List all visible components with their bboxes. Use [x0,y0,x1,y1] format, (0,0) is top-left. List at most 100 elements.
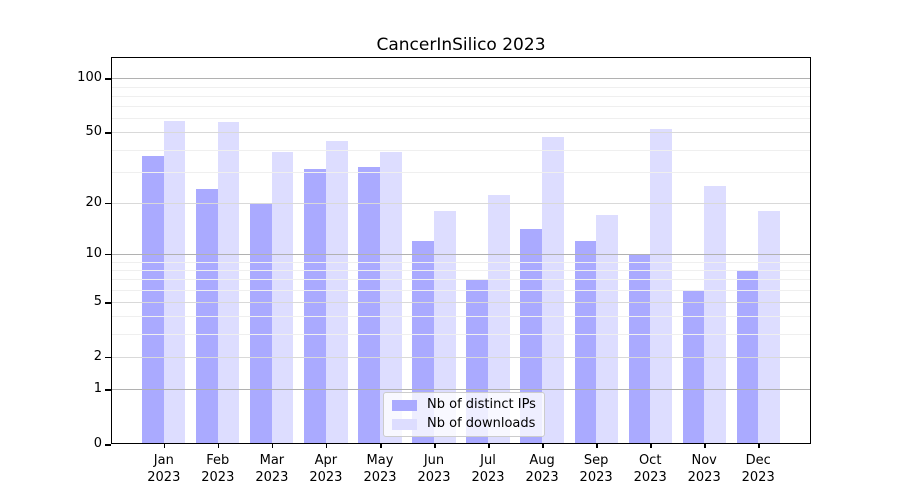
x-tick-month: Mar [259,453,285,468]
bar-downloads [758,210,780,444]
decade-gridline [111,253,811,255]
x-tick-month: Nov [691,453,717,468]
y-tick-label: 2 [93,348,102,364]
x-tick-month: Oct [638,453,662,468]
x-tick-year: 2023 [633,470,667,485]
x-tick-label-feb: Feb 2023 [201,452,234,486]
x-tick-year: 2023 [201,470,235,485]
y-tick-mark [105,132,111,134]
minor-gridline [111,316,811,318]
x-tick-month: Sep [583,453,609,468]
x-tick-year: 2023 [579,470,613,485]
bar-downloads [163,120,186,444]
minor-gridline [111,95,811,97]
legend-label-distinct-ips: Nb of distinct IPs [427,397,536,412]
bar-distinct-ips [628,253,651,444]
bar-distinct-ips [682,289,705,444]
bar-distinct-ips [142,155,164,444]
bar-downloads [434,210,456,444]
mid-gridline [111,202,811,204]
minor-gridline [111,269,811,271]
y-tick-label: 1 [93,381,102,397]
x-tick-mark [542,444,544,448]
bar-downloads [379,151,402,444]
x-tick-mark [758,444,760,448]
x-tick-mark [380,444,382,448]
y-tick-mark [105,389,111,391]
legend: Nb of distinct IPs Nb of downloads [383,392,545,437]
bar-downloads [271,151,294,444]
x-tick-label-dec: Dec 2023 [742,452,775,486]
y-tick-label: 100 [77,70,102,86]
x-tick-month: Dec [745,453,771,468]
minor-gridline [111,149,811,151]
x-tick-label-aug: Aug 2023 [526,452,559,486]
bar-downloads [596,214,618,444]
bar-downloads [217,122,240,444]
bar-distinct-ips [250,202,272,444]
x-tick-label-nov: Nov 2023 [688,452,721,486]
x-tick-month: Aug [529,453,555,468]
x-tick-month: Jul [480,453,496,468]
bar-distinct-ips [520,229,543,444]
x-tick-mark [650,444,652,448]
x-tick-mark [704,444,706,448]
x-tick-year: 2023 [147,470,181,485]
mid-gridline [111,356,811,358]
x-tick-year: 2023 [525,470,559,485]
x-tick-label-mar: Mar 2023 [255,452,288,486]
legend-swatch-distinct-ips [392,399,417,411]
y-tick-label: 50 [85,124,102,140]
x-tick-label-oct: Oct 2023 [634,452,667,486]
bar-downloads [325,140,348,444]
y-tick-mark [105,253,111,256]
minor-gridline [111,86,811,88]
y-tick-label: 20 [85,194,102,210]
x-tick-label-jul: Jul 2023 [471,452,504,486]
minor-gridline [111,118,811,120]
x-tick-label-jun: Jun 2023 [417,452,450,486]
x-tick-label-apr: Apr 2023 [309,452,342,486]
x-tick-label-jan: Jan 2023 [147,452,180,486]
bar-distinct-ips [358,166,380,444]
x-tick-month: Jan [153,453,174,468]
x-tick-month: May [366,453,394,468]
x-tick-mark [434,444,436,448]
chart-title: CancerInSilico 2023 [376,35,546,55]
minor-gridline [111,261,811,263]
minor-gridline [111,334,811,336]
x-tick-year: 2023 [741,470,775,485]
bar-downloads [704,185,726,444]
y-tick-label: 10 [85,245,102,261]
y-tick-label: 0 [93,436,102,451]
x-tick-year: 2023 [687,470,721,485]
x-tick-mark [217,444,220,448]
y-tick-mark [105,444,111,446]
y-tick-label: 5 [93,294,102,309]
x-tick-label-sep: Sep 2023 [580,452,613,486]
x-tick-month: Jun [423,453,445,468]
x-tick-mark [271,444,274,448]
decade-gridline [111,78,811,80]
minor-gridline [111,289,811,291]
legend-item-downloads: Nb of downloads [392,416,536,432]
decade-gridline [111,389,811,391]
x-tick-year: 2023 [471,470,505,485]
x-tick-label-may: May 2023 [363,452,396,486]
x-tick-mark [596,444,598,448]
bar-downloads [488,195,510,444]
x-tick-year: 2023 [309,470,343,485]
legend-swatch-downloads [392,418,417,430]
y-tick-mark [105,302,111,304]
bar-distinct-ips [574,240,597,444]
legend-label-downloads: Nb of downloads [427,416,536,431]
x-tick-year: 2023 [255,470,289,485]
y-tick-mark [105,356,111,359]
x-tick-mark [325,444,328,448]
minor-gridline [111,279,811,281]
plot-area [111,57,811,444]
mid-gridline [111,302,811,303]
x-tick-year: 2023 [417,470,451,485]
x-tick-year: 2023 [363,470,397,485]
